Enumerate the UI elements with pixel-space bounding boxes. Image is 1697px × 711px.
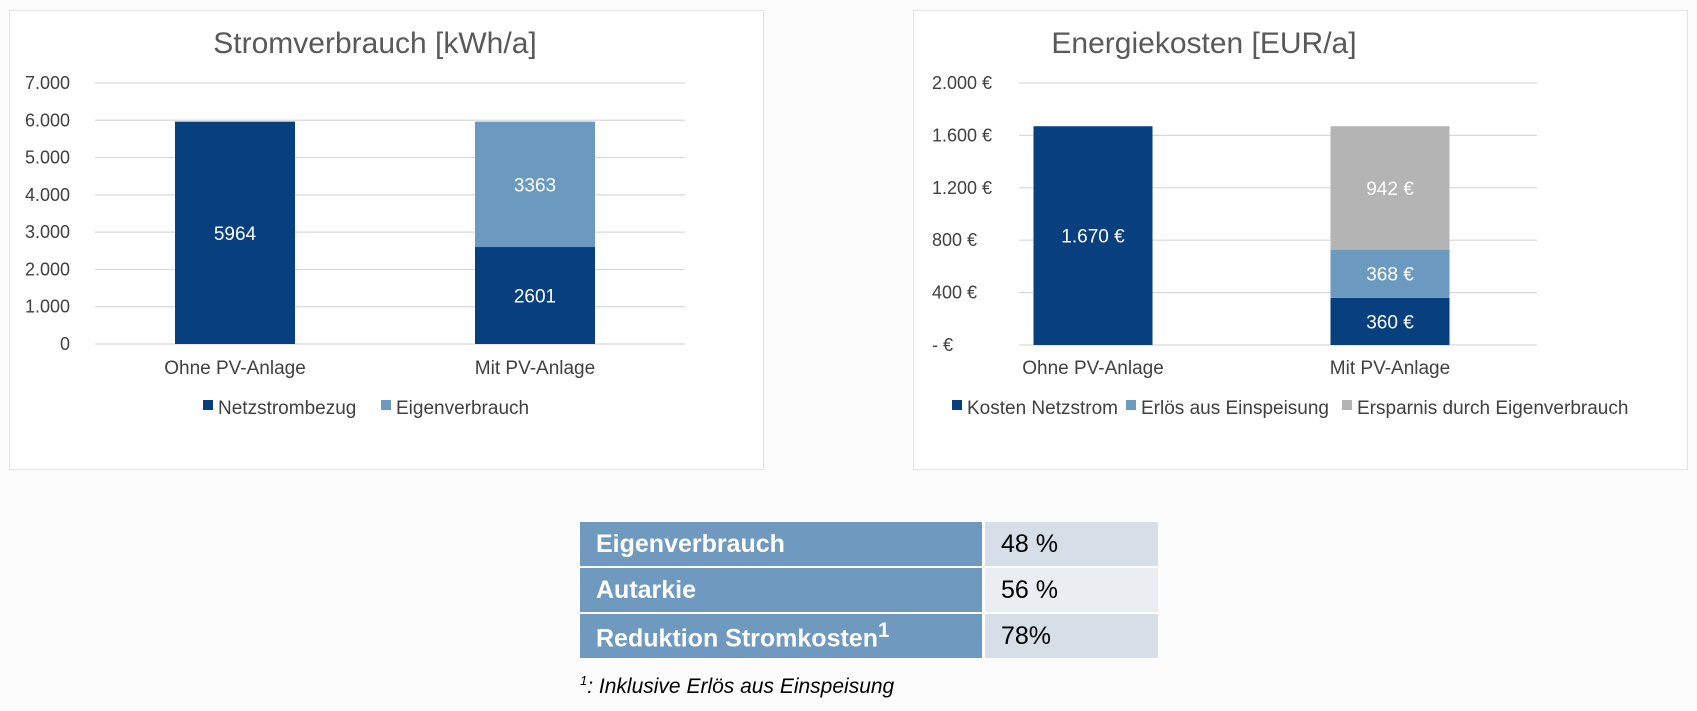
legend-swatch xyxy=(1342,400,1352,410)
data-label: 360 € xyxy=(1366,312,1414,333)
stats-value: 56 % xyxy=(985,568,1158,614)
bar-segment xyxy=(1330,297,1450,345)
stats-value: 78% xyxy=(985,614,1158,660)
bar-segment xyxy=(175,121,295,345)
stats-table: Eigenverbrauch 48 % Autarkie 56 % Redukt… xyxy=(580,522,1158,660)
y-tick-label: 7.000 xyxy=(25,73,70,93)
data-label: 5964 xyxy=(214,224,257,245)
chart-title: Energiekosten [EUR/a] xyxy=(1051,27,1356,60)
y-tick-label: 4.000 xyxy=(25,185,70,205)
stromverbrauch-chart: Stromverbrauch [kWh/a] 0 1.000 2.000 3.000 4.… xyxy=(25,27,685,419)
stats-row-autarkie: Autarkie 56 % xyxy=(580,568,1158,614)
legend-swatch xyxy=(952,400,962,410)
bar-segment xyxy=(475,247,595,344)
footnote-sup: 1 xyxy=(580,673,588,688)
stats-label: Reduktion Stromkosten1 xyxy=(580,614,985,660)
y-tick-label: 400 € xyxy=(932,283,977,303)
stats-row-reduktion: Reduktion Stromkosten1 78% xyxy=(580,614,1158,660)
y-tick-label: 1.200 € xyxy=(932,178,992,198)
y-tick-label: 1.000 xyxy=(25,297,70,317)
legend-swatch xyxy=(381,400,391,410)
legend-swatch xyxy=(1126,400,1136,410)
x-category-label: Ohne PV-Anlage xyxy=(1022,358,1164,379)
legend-label: Ersparnis durch Eigenverbrauch xyxy=(1357,398,1628,419)
data-label: 368 € xyxy=(1366,265,1414,286)
y-tick-label: 6.000 xyxy=(25,110,70,130)
bar-segment xyxy=(1330,126,1450,250)
x-category-label: Mit PV-Anlage xyxy=(1330,358,1450,379)
x-category-label: Ohne PV-Anlage xyxy=(164,358,306,379)
legend-label: Netzstrombezug xyxy=(218,398,356,419)
stats-row-eigenverbrauch: Eigenverbrauch 48 % xyxy=(580,522,1158,568)
y-tick-label: 800 € xyxy=(932,230,977,250)
y-tick-label: 3.000 xyxy=(25,222,70,242)
bar-segment xyxy=(475,121,595,248)
x-category-label: Mit PV-Anlage xyxy=(475,358,595,379)
y-tick-label: - € xyxy=(932,335,953,355)
y-tick-label: 1.600 € xyxy=(932,125,992,145)
legend-label: Eigenverbrauch xyxy=(396,398,529,419)
y-tick-label: 2.000 xyxy=(25,259,70,279)
footnote: 1: Inklusive Erlös aus Einspeisung xyxy=(580,673,894,699)
data-label: 942 € xyxy=(1366,179,1414,200)
legend-swatch xyxy=(203,400,213,410)
chart-panel-energiekosten: Energiekosten [EUR/a] - € 400 € 800 € 1.200 … xyxy=(913,10,1688,470)
data-label: 2601 xyxy=(514,287,556,308)
footnote-text: : Inklusive Erlös aus Einspeisung xyxy=(587,675,895,698)
chart-panel-stromverbrauch: Stromverbrauch [kWh/a] 0 1.000 2.000 3.000 4.… xyxy=(9,10,764,470)
stats-label: Eigenverbrauch xyxy=(580,522,985,568)
footnote-marker: 1 xyxy=(877,618,890,642)
bar-segment xyxy=(1330,249,1450,298)
chart-title: Stromverbrauch [kWh/a] xyxy=(213,27,536,60)
data-label: 3363 xyxy=(514,175,556,196)
energiekosten-chart: Energiekosten [EUR/a] - € 400 € 800 € 1.200 … xyxy=(932,27,1628,419)
stats-value: 48 % xyxy=(985,522,1158,568)
data-label: 1.670 € xyxy=(1061,227,1125,248)
stats-label: Autarkie xyxy=(580,568,985,614)
legend-label: Kosten Netzstrom xyxy=(967,398,1118,419)
y-tick-label: 2.000 € xyxy=(932,73,992,93)
y-tick-label: 0 xyxy=(60,334,70,354)
legend-label: Erlös aus Einspeisung xyxy=(1141,398,1329,419)
y-tick-label: 5.000 xyxy=(25,148,70,168)
bar-segment xyxy=(1033,126,1153,345)
